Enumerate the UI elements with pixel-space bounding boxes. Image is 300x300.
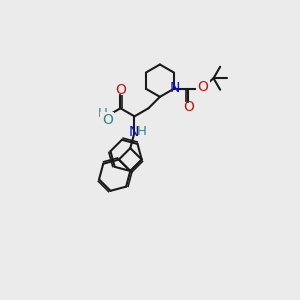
Text: O: O	[183, 100, 194, 114]
Text: O: O	[102, 113, 113, 127]
Text: H: H	[98, 107, 108, 120]
Text: O: O	[115, 83, 126, 98]
Text: N: N	[169, 81, 180, 95]
Text: N: N	[128, 125, 139, 139]
Text: H: H	[137, 125, 147, 138]
Text: O: O	[197, 80, 208, 94]
